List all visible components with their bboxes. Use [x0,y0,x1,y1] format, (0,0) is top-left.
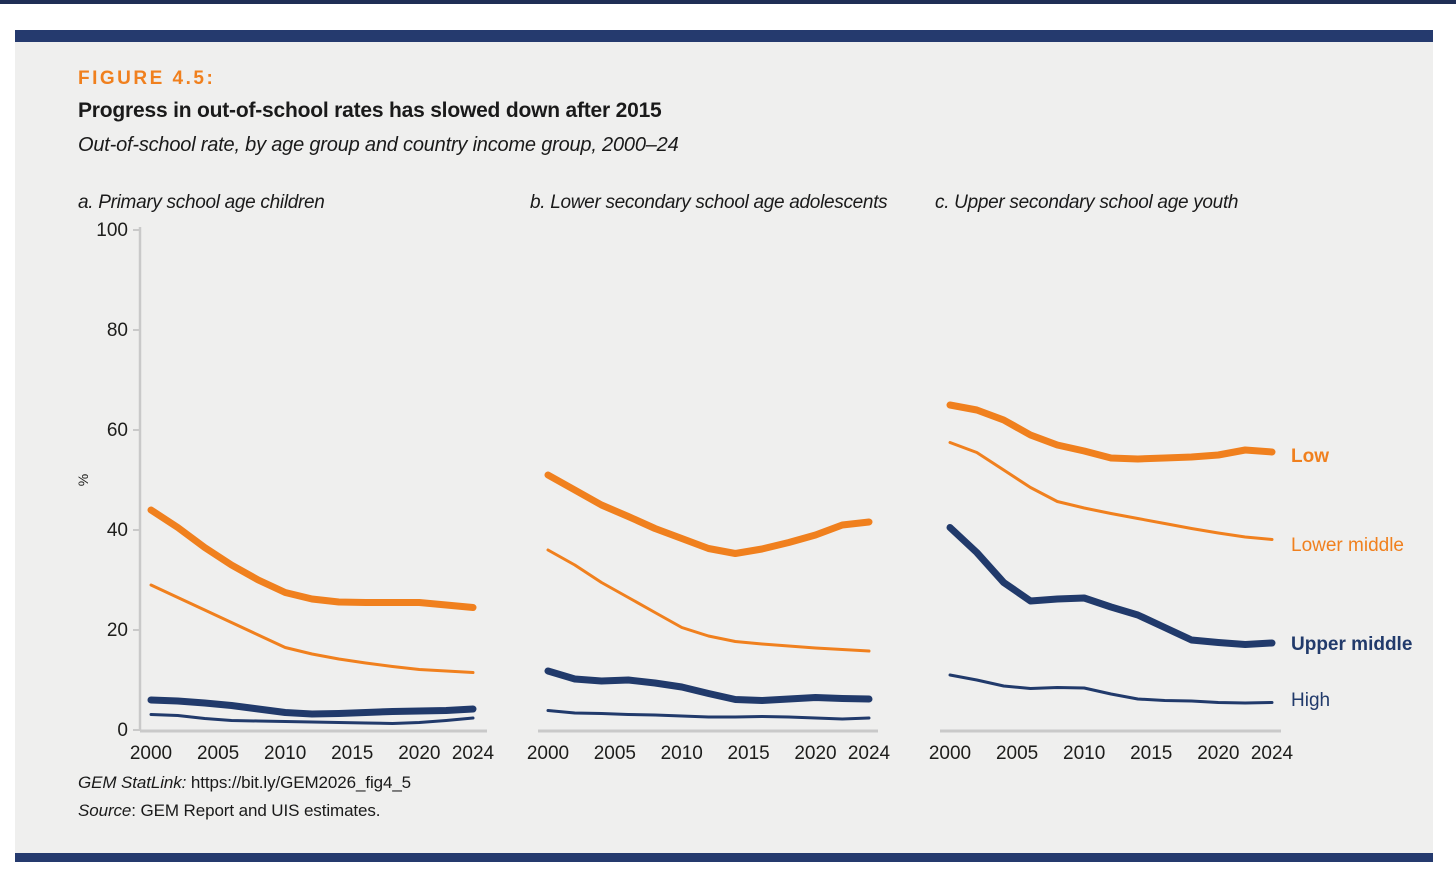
series-line-high [948,673,1274,705]
x-tick-label: 2000 [929,743,971,764]
panel-title-upper-secondary: c. Upper secondary school age youth [935,192,1239,213]
chart-panel-primary: 0 20 40 60 80 100% 2000 2005 2010 2015 2020 2024 [75,220,495,764]
statlink-label: GEM StatLink: [78,773,187,792]
x-tick-label: 2020 [1197,743,1239,764]
page-top-rule [0,0,1456,4]
panel-title-lower-secondary: b. Lower secondary school age adolescent… [530,192,888,213]
series-line-lower-middle [149,583,475,674]
figure-header-bar [15,30,1433,42]
x-tick-label: 2010 [1063,743,1105,764]
y-tick-label: 100 [96,220,128,241]
x-tick-label: 2024 [848,743,891,764]
x-tick-label: 2005 [996,743,1038,764]
y-tick-label: 80 [107,320,128,341]
legend-label-high: High [1291,690,1331,711]
x-tick-label: 2020 [794,743,836,764]
y-tick-label: 0 [117,720,128,741]
chart-panel-lower-secondary: 2000 2005 2010 2015 2020 2024 [527,471,891,764]
figure-title: Progress in out-of-school rates has slow… [78,99,662,122]
series-line-upper-middle [544,667,873,704]
y-tick-label: 20 [107,620,128,641]
x-tick-label: 2015 [1130,743,1172,764]
y-tick-label: 60 [107,420,128,441]
x-tick-label: 2015 [331,743,373,764]
x-tick-label: 2005 [594,743,636,764]
figure-number-label: FIGURE 4.5: [78,68,216,89]
series-line-lower-middle [948,441,1274,541]
series-line-low [946,401,1276,463]
series-line-low [544,471,873,557]
statlink-url[interactable]: https://bit.ly/GEM2026_fig4_5 [190,773,412,792]
y-axis-title: % [75,474,91,486]
legend-label-lower-middle: Lower middle [1291,535,1404,556]
series-line-lower-middle [546,548,871,653]
figure-subtitle: Out-of-school rate, by age group and cou… [78,134,679,156]
x-tick-label: 2000 [527,743,569,764]
chart-panel-upper-secondary: 2000 2005 2010 2015 2020 2024 [929,401,1294,764]
x-tick-label: 2020 [398,743,440,764]
x-tick-label: 2024 [1251,743,1294,764]
statlink-line: GEM StatLink: https://bit.ly/GEM2026_fig… [78,773,411,793]
x-tick-label: 2005 [197,743,239,764]
x-tick-label: 2010 [661,743,703,764]
series-line-high [546,709,871,721]
legend-label-low: Low [1291,446,1329,467]
source-label: Source [78,801,132,820]
figure-bottom-bar [15,853,1433,862]
series-line-low [147,506,477,611]
y-tick-label: 40 [107,520,128,541]
series-line-high [149,713,475,725]
source-line: Source: GEM Report and UIS estimates. [78,801,381,821]
series-line-upper-middle [147,696,477,718]
x-tick-label: 2010 [264,743,306,764]
legend-label-upper-middle: Upper middle [1291,634,1413,655]
x-tick-label: 2024 [452,743,495,764]
source-text: : GEM Report and UIS estimates. [131,801,381,820]
x-tick-label: 2015 [727,743,769,764]
panel-title-primary: a. Primary school age children [78,192,325,213]
x-tick-label: 2000 [130,743,172,764]
series-line-upper-middle [946,524,1276,648]
